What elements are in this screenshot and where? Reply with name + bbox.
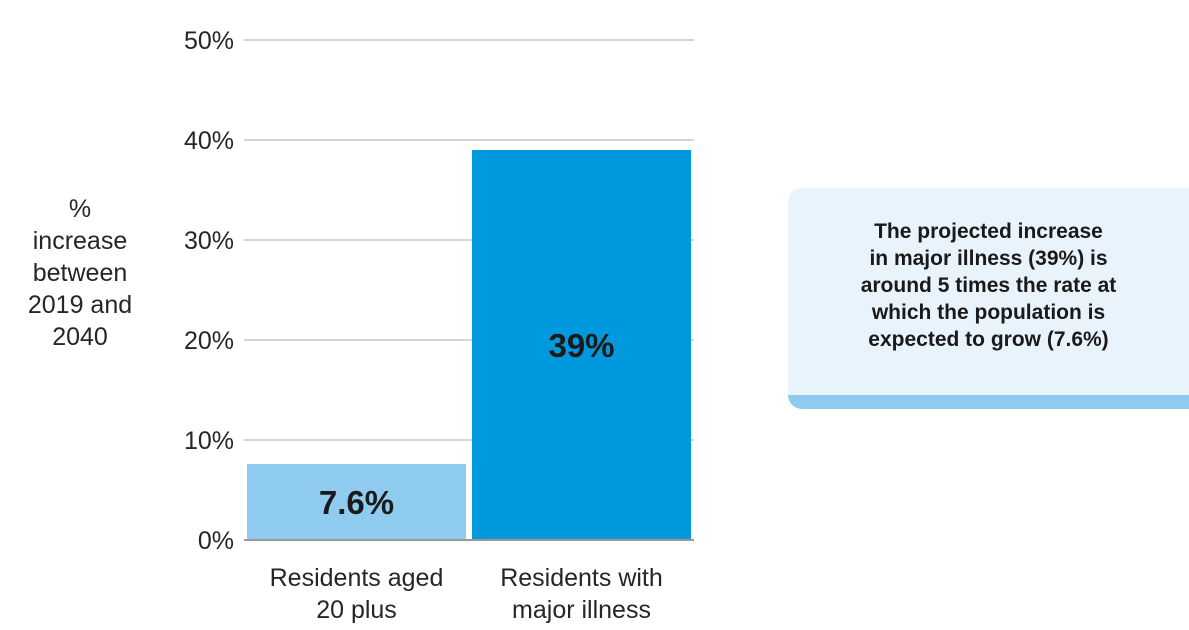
callout-line: expected to grow (7.6%): [868, 328, 1109, 351]
y-tick-label: 20%: [184, 327, 234, 355]
callout-text: The projected increase in major illness …: [788, 218, 1189, 353]
y-tick-label: 10%: [184, 427, 234, 455]
y-tick-label: 50%: [184, 27, 234, 55]
category-label: major illness: [512, 596, 651, 624]
y-axis-label: % increase between 2019 and 2040: [10, 193, 150, 353]
y-axis-label-line: between: [32, 259, 128, 287]
callout-accent-bar: [788, 395, 1189, 409]
callout-box: The projected increase in major illness …: [788, 188, 1189, 409]
bar-chart: 0% 10% 20% 30% 40% 50% 7.6% Residents aged 20 pl…: [184, 27, 694, 624]
data-label: 39%: [548, 327, 614, 364]
y-axis-label-line: 2019 and: [27, 291, 133, 319]
y-axis-label-line: %: [68, 195, 92, 223]
callout-line: in major illness (39%) is: [869, 247, 1108, 270]
callout-line: which the population is: [871, 301, 1106, 324]
bar: [472, 150, 691, 540]
bar: [247, 464, 466, 540]
y-axis-label-line: 2040: [52, 323, 108, 351]
data-label: 7.6%: [319, 484, 394, 521]
callout-line: The projected increase: [874, 220, 1103, 243]
y-axis-label-line: increase: [32, 227, 128, 255]
y-tick-label: 30%: [184, 227, 234, 255]
y-tick-label: 0%: [198, 527, 234, 555]
category-label: Residents with: [500, 564, 663, 592]
y-tick-label: 40%: [184, 127, 234, 155]
callout-line: around 5 times the rate at: [860, 274, 1117, 297]
category-label: 20 plus: [316, 596, 397, 624]
category-label: Residents aged: [270, 564, 444, 592]
